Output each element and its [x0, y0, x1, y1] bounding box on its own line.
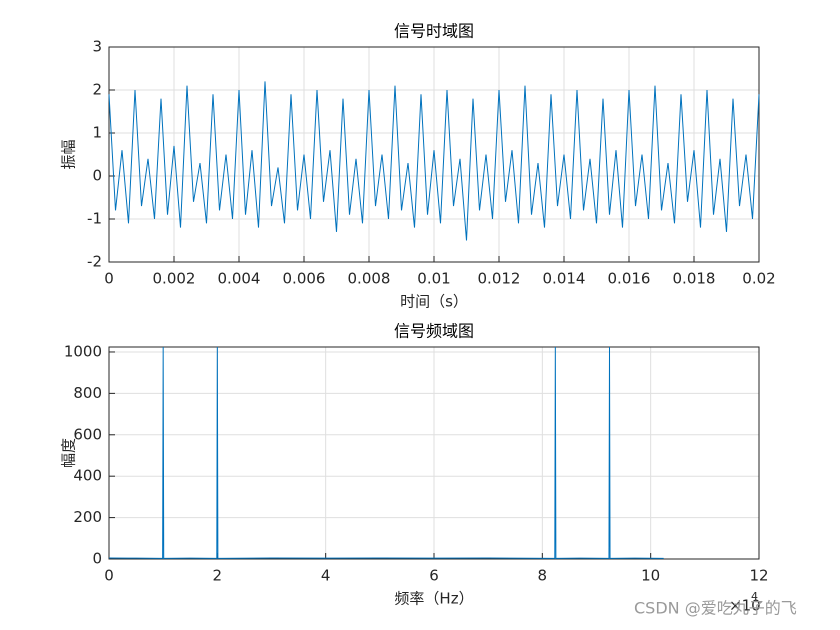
x-tick-label: 0.01 [417, 270, 450, 288]
y-tick-label: 600 [73, 425, 102, 443]
x-tick-label: 0.018 [673, 270, 716, 288]
x-axis-label: 时间（s） [400, 293, 468, 311]
x-tick-label: 6 [429, 567, 439, 585]
x-multiplier-exponent: 4 [751, 590, 758, 603]
y-tick-label: 1 [92, 124, 102, 142]
y-tick-label: -2 [87, 253, 102, 271]
y-tick-label: 800 [73, 384, 102, 402]
x-tick-label: 0.012 [478, 270, 521, 288]
chart-title: 信号时域图 [394, 22, 474, 41]
x-tick-label: 0 [104, 567, 114, 585]
axes-box [108, 346, 760, 560]
chart-title: 信号频域图 [394, 322, 474, 341]
x-tick-label: 0 [104, 270, 114, 288]
y-tick-label: 200 [73, 508, 102, 526]
x-tick-label: 2 [213, 567, 223, 585]
y-tick-label: 0 [92, 550, 102, 568]
y-axis-label: 幅度 [60, 438, 78, 468]
x-tick-label: 0.008 [348, 270, 391, 288]
x-axis-label: 频率（Hz） [394, 590, 473, 608]
y-tick-label: 400 [73, 467, 102, 485]
signal-line [108, 81, 760, 241]
y-axis-label: 振幅 [60, 139, 78, 169]
x-multiplier: ×10 [729, 597, 761, 615]
signal-line [108, 346, 664, 559]
y-tick-label: 0 [92, 167, 102, 185]
y-tick-label: -1 [87, 210, 102, 228]
x-tick-label: 0.004 [218, 270, 261, 288]
x-tick-label: 8 [538, 567, 548, 585]
y-tick-label: 1000 [64, 342, 102, 360]
x-tick-label: 0.014 [543, 270, 586, 288]
x-tick-label: 0.02 [742, 270, 775, 288]
x-tick-label: 4 [321, 567, 331, 585]
axes-box [108, 46, 760, 263]
x-tick-label: 12 [749, 567, 768, 585]
y-tick-label: 2 [92, 81, 102, 99]
y-tick-label: 3 [92, 38, 102, 56]
x-tick-label: 10 [641, 567, 660, 585]
x-tick-label: 0.002 [153, 270, 196, 288]
x-tick-label: 0.016 [608, 270, 651, 288]
x-tick-label: 0.006 [283, 270, 326, 288]
watermark: CSDN @爱吃丸子的飞 [634, 599, 797, 618]
